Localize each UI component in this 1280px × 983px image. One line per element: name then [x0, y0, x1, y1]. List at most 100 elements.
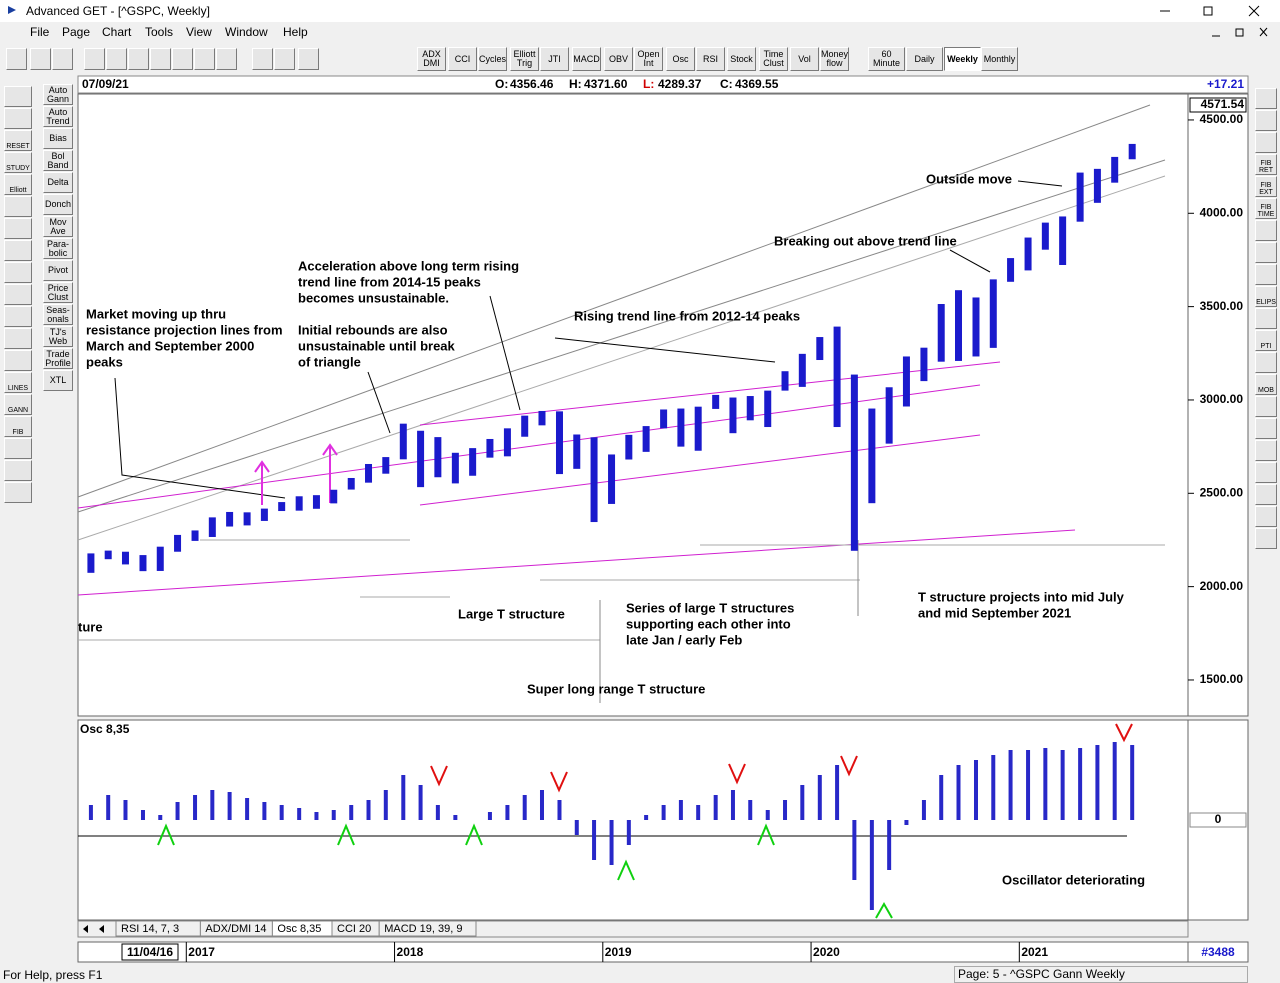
study-button[interactable]: Pivot [43, 260, 73, 281]
indicator-button[interactable]: Money flow [820, 47, 849, 71]
tool-icon[interactable] [298, 48, 319, 70]
tool-icon[interactable] [4, 460, 32, 481]
tab[interactable] [378, 920, 477, 937]
button-label: Gann [46, 93, 70, 104]
tool-icon[interactable]: STUDY [4, 152, 32, 173]
tool-icon[interactable]: FIB [4, 416, 32, 437]
indicator-button[interactable]: Stock [727, 47, 756, 71]
indicator-button[interactable]: JTI [540, 47, 569, 71]
tool-icon[interactable]: RESET [4, 130, 32, 151]
study-button[interactable]: Trade Profile [43, 348, 73, 369]
menu-item[interactable]: Tools [145, 25, 174, 39]
menu-item[interactable]: Chart [102, 25, 132, 39]
tool-icon[interactable] [150, 48, 171, 70]
tool-icon[interactable]: Elliott [4, 174, 32, 195]
tool-icon[interactable] [1255, 418, 1277, 439]
period-button[interactable]: Daily [906, 47, 943, 71]
period-button[interactable]: Weekly [944, 47, 981, 71]
study-button[interactable]: Para-bolic [43, 238, 73, 259]
menu-item[interactable]: File [30, 25, 50, 39]
trough-marker [157, 823, 893, 919]
tool-icon[interactable] [4, 328, 32, 349]
study-button[interactable]: Delta [43, 172, 73, 193]
tool-icon[interactable]: LINES [4, 372, 32, 393]
study-button[interactable]: Auto Trend [43, 106, 73, 127]
tool-icon[interactable] [252, 48, 273, 70]
tool-icon[interactable] [6, 48, 27, 70]
tool-icon[interactable]: GANN [4, 394, 32, 415]
tool-icon[interactable] [4, 86, 32, 107]
tool-icon[interactable] [4, 350, 32, 371]
tool-icon[interactable] [1255, 440, 1277, 461]
tool-icon[interactable]: ELIPS [1255, 286, 1277, 307]
period-button[interactable]: Monthly [981, 47, 1018, 71]
tool-icon[interactable] [4, 438, 32, 459]
indicator-button[interactable]: Elliott Trig [510, 47, 539, 71]
tool-icon[interactable] [1255, 88, 1277, 109]
indicator-button[interactable]: Cycles [478, 47, 507, 71]
study-button[interactable]: Seas-onals [43, 304, 73, 325]
tool-icon[interactable] [52, 48, 73, 70]
osc-bar [297, 808, 302, 820]
tool-icon[interactable] [4, 262, 32, 283]
study-button[interactable]: Mov Ave [43, 216, 73, 237]
tool-icon[interactable] [4, 218, 32, 239]
osc-title: Osc 8,35 [80, 722, 130, 736]
indicator-button[interactable]: OBV [604, 47, 633, 71]
tool-icon[interactable]: MOB [1255, 374, 1277, 395]
tool-icon[interactable] [1255, 484, 1277, 505]
tool-icon[interactable] [4, 108, 32, 129]
tool-icon[interactable]: FIB TIME [1255, 198, 1277, 219]
indicator-button[interactable]: Vol [790, 47, 819, 71]
tool-icon[interactable] [4, 196, 32, 217]
tool-icon[interactable]: FIB RET [1255, 154, 1277, 175]
annotation: and mid September 2021 [918, 605, 1071, 620]
indicator-button[interactable]: RSI [696, 47, 725, 71]
tool-icon[interactable] [128, 48, 149, 70]
tool-icon[interactable] [4, 306, 32, 327]
indicator-button[interactable]: MACD [572, 47, 601, 71]
indicator-button[interactable]: Osc [666, 47, 695, 71]
tool-icon[interactable] [4, 284, 32, 305]
indicator-button[interactable]: ADX DMI [417, 47, 446, 71]
tool-icon[interactable] [1255, 242, 1277, 263]
indicator-button[interactable]: Time Clust [759, 47, 788, 71]
study-button[interactable]: XTL [43, 370, 73, 391]
tool-icon[interactable] [1255, 110, 1277, 131]
tool-icon[interactable] [274, 48, 295, 70]
study-button[interactable]: Bol Band [43, 150, 73, 171]
tool-icon[interactable] [30, 48, 51, 70]
tool-icon[interactable] [4, 240, 32, 261]
tool-icon[interactable] [172, 48, 193, 70]
tool-icon[interactable] [1255, 528, 1277, 549]
tool-icon[interactable] [194, 48, 215, 70]
menu-item[interactable]: View [186, 25, 212, 39]
tool-icon[interactable] [216, 48, 237, 70]
tool-icon[interactable]: FIB EXT [1255, 176, 1277, 197]
tool-icon[interactable] [1255, 396, 1277, 417]
tool-icon[interactable] [1255, 506, 1277, 527]
tool-icon[interactable] [1255, 352, 1277, 373]
trend-line [77, 175, 1166, 541]
indicator-button[interactable]: CCI [448, 47, 477, 71]
menu-item[interactable]: Window [225, 25, 268, 39]
menu-item[interactable]: Page [62, 25, 91, 39]
tool-icon[interactable] [84, 48, 105, 70]
tool-icon[interactable] [1255, 308, 1277, 329]
tool-icon[interactable] [1255, 220, 1277, 241]
tool-icon[interactable] [1255, 132, 1277, 153]
indicator-button[interactable]: Open Int [634, 47, 663, 71]
header-date: 07/09/21 [82, 77, 129, 91]
tool-icon[interactable] [1255, 264, 1277, 285]
study-button[interactable]: TJ's Web [43, 326, 73, 347]
period-button[interactable]: 60 Minute [868, 47, 905, 71]
tool-icon[interactable] [1255, 462, 1277, 483]
study-button[interactable]: Price Clust [43, 282, 73, 303]
study-button[interactable]: Donch [43, 194, 73, 215]
menu-item[interactable]: Help [283, 25, 308, 39]
tool-icon[interactable] [106, 48, 127, 70]
study-button[interactable]: Auto Gann [43, 84, 73, 105]
study-button[interactable]: Bias [43, 128, 73, 149]
tool-icon[interactable] [4, 482, 32, 503]
tool-icon[interactable]: PTI [1255, 330, 1277, 351]
